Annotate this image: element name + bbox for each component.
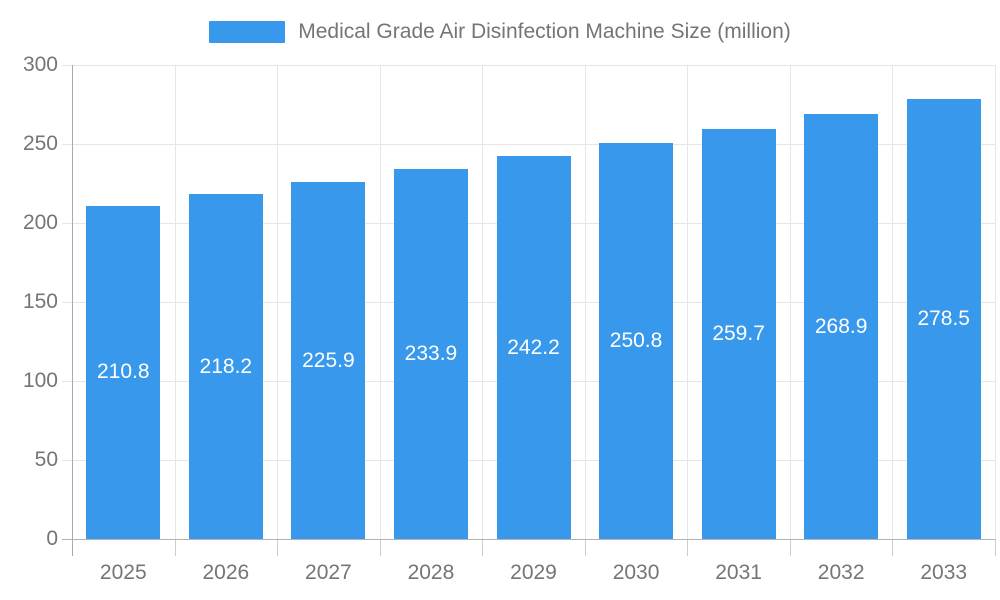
x-axis-tick [995, 539, 996, 556]
x-axis-label: 2025 [99, 561, 147, 584]
y-axis-tick [62, 65, 72, 66]
x-axis-tick [789, 539, 791, 556]
x-axis-label: 2026 [202, 561, 250, 584]
y-axis-tick [62, 144, 72, 145]
x-axis-label: 2027 [305, 561, 352, 584]
h-gridline [72, 65, 995, 66]
bar-2025 [86, 205, 161, 539]
v-gridline [789, 65, 791, 539]
bar-2029 [496, 156, 571, 539]
x-axis-tick [584, 539, 586, 556]
y-axis-tick [62, 223, 72, 224]
bar-value-label: 218.2 [199, 354, 253, 378]
bar-2033 [906, 98, 981, 539]
x-axis-tick [277, 539, 279, 556]
v-gridline [995, 65, 996, 539]
v-gridline [892, 65, 894, 539]
v-gridline [687, 65, 689, 539]
y-axis-tick [62, 381, 72, 382]
bar-value-label: 233.9 [404, 342, 458, 366]
v-gridline [174, 65, 176, 539]
v-gridline [584, 65, 586, 539]
chart-legend: Medical Grade Air Disinfection Machine S… [0, 18, 1000, 46]
bar-2026 [188, 194, 263, 539]
bar-value-label: 250.8 [609, 328, 663, 352]
x-axis-line [62, 539, 995, 540]
legend-swatch-icon [209, 21, 286, 43]
y-axis-tick [62, 302, 72, 303]
x-axis-label: 2028 [407, 561, 455, 584]
bar-2031 [701, 128, 776, 539]
y-axis-label: 250 [22, 132, 58, 155]
x-axis-tick [174, 539, 176, 556]
x-axis-label: 2033 [920, 561, 968, 584]
x-axis-tick [379, 539, 381, 556]
bar-value-label: 278.5 [917, 306, 970, 330]
x-axis-tick [892, 539, 894, 556]
bar-2032 [804, 114, 879, 539]
bar-2030 [599, 142, 674, 539]
x-axis-tick [482, 539, 484, 556]
h-gridline [72, 144, 995, 145]
bar-value-label: 268.9 [814, 314, 868, 338]
bar-2028 [393, 169, 468, 539]
x-axis-tick [687, 539, 689, 556]
v-gridline [482, 65, 484, 539]
x-axis-label: 2029 [510, 561, 557, 584]
bar-2027 [291, 182, 366, 539]
y-axis-label: 200 [22, 211, 58, 234]
x-axis-label: 2030 [612, 561, 660, 584]
bar-value-label: 242.2 [507, 335, 560, 359]
y-axis-label: 300 [22, 53, 58, 76]
v-gridline [277, 65, 279, 539]
y-axis-label: 100 [22, 369, 58, 392]
bar-value-label: 210.8 [96, 360, 150, 384]
y-axis-label: 0 [46, 527, 58, 550]
v-gridline [379, 65, 381, 539]
x-axis-label: 2031 [715, 561, 762, 584]
bar-value-label: 225.9 [302, 348, 355, 372]
legend-item[interactable]: Medical Grade Air Disinfection Machine S… [209, 20, 791, 44]
y-axis-label: 50 [34, 448, 58, 471]
x-axis-label: 2032 [817, 561, 865, 584]
bar-value-label: 259.7 [712, 321, 765, 345]
y-axis-label: 150 [22, 290, 58, 313]
y-axis-line [72, 65, 73, 556]
legend-label: Medical Grade Air Disinfection Machine S… [298, 20, 791, 43]
y-axis-tick [62, 460, 72, 461]
